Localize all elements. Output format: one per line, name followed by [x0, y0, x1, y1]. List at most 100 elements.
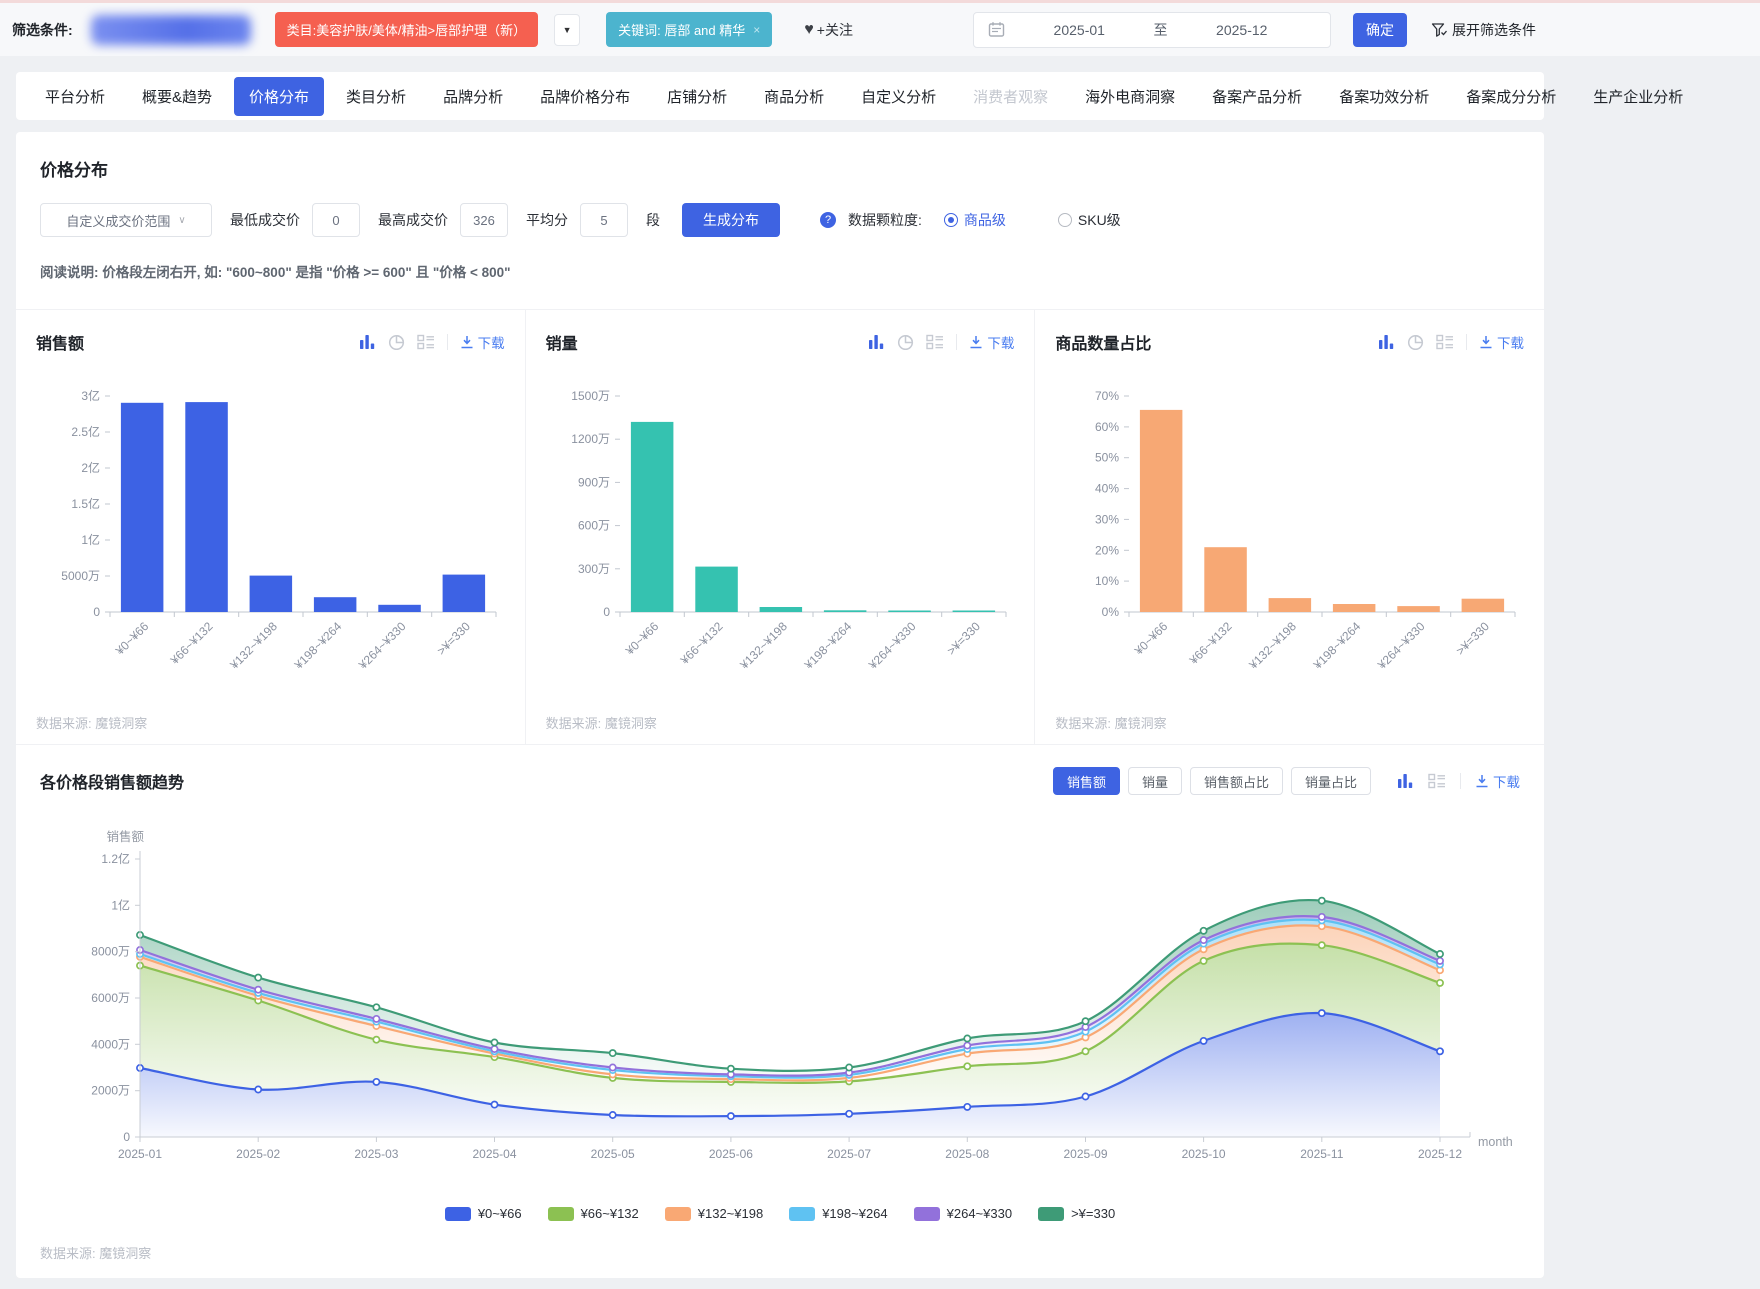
pie-view-icon[interactable] [388, 334, 405, 351]
svg-text:0%: 0% [1102, 605, 1120, 619]
bar-view-icon[interactable] [1397, 773, 1414, 789]
tab-overview-trend[interactable]: 概要&趋势 [127, 77, 227, 116]
legend-label: ¥264~¥330 [947, 1206, 1012, 1221]
svg-text:¥264~¥330: ¥264~¥330 [865, 619, 919, 673]
svg-text:2025-10: 2025-10 [1182, 1147, 1226, 1161]
trend-legend: ¥0~¥66 ¥66~¥132 ¥132~¥198 ¥198~¥264 ¥264~¥33… [40, 1206, 1520, 1221]
legend-item[interactable]: ¥66~¥132 [548, 1206, 639, 1221]
date-separator: 至 [1154, 20, 1168, 40]
sales-bar-chart: 05000万1亿1.5亿2亿2.5亿3亿¥0~¥66¥66~¥132¥132~¥… [36, 378, 505, 711]
pie-view-icon[interactable] [1407, 334, 1424, 351]
blurred-filter-value[interactable] [91, 15, 251, 45]
legend-item[interactable]: >¥=330 [1038, 1206, 1115, 1221]
tab-consumer-insight[interactable]: 消费者观察 [958, 77, 1063, 116]
download-button[interactable]: 下载 [969, 332, 1014, 352]
svg-text:6000万: 6000万 [91, 991, 130, 1005]
date-end-value[interactable]: 2025-12 [1168, 22, 1317, 38]
svg-text:>¥=330: >¥=330 [434, 619, 473, 658]
expand-filters-button[interactable]: 展开筛选条件 [1431, 20, 1536, 40]
analysis-tabs: 平台分析概要&趋势价格分布类目分析品牌分析品牌价格分布店铺分析商品分析自定义分析… [16, 72, 1544, 120]
divider [1466, 334, 1467, 350]
legend-color-chip [445, 1207, 471, 1221]
reading-note: 阅读说明: 价格段左闭右开, 如: "600~800" 是指 "价格 >= 60… [40, 261, 1520, 309]
bar-view-icon[interactable] [359, 334, 376, 350]
tab-shop[interactable]: 店铺分析 [652, 77, 742, 116]
trend-metric-volume[interactable]: 销量 [1128, 767, 1182, 795]
trend-metric-sales-share[interactable]: 销售额占比 [1190, 767, 1283, 795]
date-range-picker[interactable]: 2025-01 至 2025-12 [973, 12, 1331, 48]
trend-metric-volume-share[interactable]: 销量占比 [1291, 767, 1371, 795]
svg-text:¥198~¥264: ¥198~¥264 [1310, 619, 1364, 673]
svg-text:70%: 70% [1095, 389, 1119, 403]
legend-item[interactable]: ¥132~¥198 [665, 1206, 763, 1221]
tab-brand[interactable]: 品牌分析 [428, 77, 518, 116]
chevron-down-icon: ▼ [563, 25, 572, 35]
svg-text:1200万: 1200万 [571, 432, 610, 446]
category-tag-dropdown[interactable]: ▼ [554, 14, 580, 46]
legend-label: >¥=330 [1071, 1206, 1115, 1221]
bar-view-icon[interactable] [1378, 334, 1395, 350]
svg-text:1.2亿: 1.2亿 [101, 851, 130, 866]
svg-text:2025-08: 2025-08 [945, 1147, 989, 1161]
trend-metric-sales[interactable]: 销售额 [1053, 767, 1120, 795]
legend-label: ¥0~¥66 [478, 1206, 522, 1221]
table-view-icon[interactable] [1428, 773, 1446, 789]
tab-manufacturer[interactable]: 生产企业分析 [1578, 77, 1698, 116]
svg-text:2025-11: 2025-11 [1300, 1147, 1343, 1161]
svg-text:¥66~¥132: ¥66~¥132 [1186, 619, 1235, 668]
legend-item[interactable]: ¥198~¥264 [789, 1206, 887, 1221]
legend-label: ¥198~¥264 [822, 1206, 887, 1221]
svg-text:2025-01: 2025-01 [118, 1147, 162, 1161]
radio-label: SKU级 [1078, 210, 1121, 230]
generate-distribution-button[interactable]: 生成分布 [682, 203, 780, 237]
tab-brand-price[interactable]: 品牌价格分布 [525, 77, 645, 116]
table-view-icon[interactable] [1436, 334, 1454, 350]
legend-item[interactable]: ¥264~¥330 [914, 1206, 1012, 1221]
svg-text:1.5亿: 1.5亿 [71, 496, 100, 511]
tab-overseas[interactable]: 海外电商洞察 [1070, 77, 1190, 116]
category-tag[interactable]: 类目:美容护肤/美体/精油>唇部护理（新） [275, 12, 538, 47]
tab-price-distribution[interactable]: 价格分布 [234, 77, 324, 116]
keyword-tag[interactable]: 关键词: 唇部 and 精华 × [606, 12, 772, 47]
download-button[interactable]: 下载 [1475, 771, 1520, 791]
radio-sku-level[interactable]: SKU级 [1058, 210, 1121, 230]
max-price-label: 最高成交价 [378, 210, 448, 230]
divider [1460, 773, 1461, 789]
legend-color-chip [789, 1207, 815, 1221]
avg-split-input[interactable] [580, 203, 628, 237]
divider [447, 334, 448, 350]
radio-product-level[interactable]: 商品级 [944, 210, 1006, 230]
download-label: 下载 [1497, 332, 1524, 352]
tab-registered-product[interactable]: 备案产品分析 [1197, 77, 1317, 116]
min-price-input[interactable] [312, 203, 360, 237]
trend-chart-title: 各价格段销售额趋势 [40, 769, 184, 793]
trend-metric-buttons: 销售额销量销售额占比销量占比 [1053, 767, 1371, 795]
expand-filters-label: 展开筛选条件 [1452, 20, 1536, 40]
follow-button[interactable]: ♥ +关注 [804, 20, 853, 40]
download-button[interactable]: 下载 [1479, 332, 1524, 352]
datasource-note: 数据来源: 魔镜洞察 [1055, 713, 1524, 732]
table-view-icon[interactable] [417, 334, 435, 350]
date-start-value[interactable]: 2025-01 [1005, 22, 1154, 38]
tab-platform[interactable]: 平台分析 [30, 77, 120, 116]
help-icon[interactable]: ? [820, 212, 836, 228]
tab-product[interactable]: 商品分析 [749, 77, 839, 116]
tab-registered-efficacy[interactable]: 备案功效分析 [1324, 77, 1444, 116]
close-icon[interactable]: × [753, 23, 760, 37]
svg-text:2025-05: 2025-05 [591, 1147, 635, 1161]
price-range-select[interactable]: 自定义成交价范围 ∨ [40, 203, 212, 237]
filter-bar: 筛选条件: 类目:美容护肤/美体/精油>唇部护理（新） ▼ 关键词: 唇部 an… [0, 3, 1760, 56]
pie-view-icon[interactable] [897, 334, 914, 351]
max-price-input[interactable] [460, 203, 508, 237]
confirm-button[interactable]: 确定 [1353, 13, 1407, 47]
tab-category[interactable]: 类目分析 [331, 77, 421, 116]
download-button[interactable]: 下载 [460, 332, 505, 352]
table-view-icon[interactable] [926, 334, 944, 350]
tab-custom-analysis[interactable]: 自定义分析 [846, 77, 951, 116]
svg-text:10%: 10% [1095, 574, 1119, 588]
svg-text:1亿: 1亿 [81, 532, 100, 547]
price-range-select-value: 自定义成交价范围 [66, 211, 170, 230]
tab-registered-ingredient[interactable]: 备案成分分析 [1451, 77, 1571, 116]
bar-view-icon[interactable] [868, 334, 885, 350]
legend-item[interactable]: ¥0~¥66 [445, 1206, 522, 1221]
